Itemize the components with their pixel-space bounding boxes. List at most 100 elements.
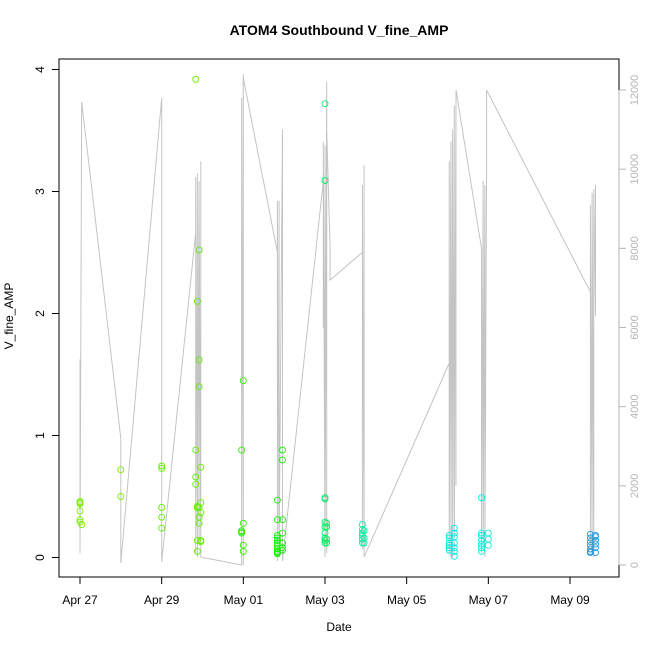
y-axis: 0 1 2 3 4 [33,66,60,561]
data-point [478,547,485,555]
data-point [358,535,366,543]
data-point [239,547,247,555]
plot-frame [58,58,620,578]
data-point [592,533,599,541]
data-point [360,534,368,542]
data-point [586,545,594,553]
y-axis-label: V_fine_AMP [2,283,16,350]
data-point [321,518,329,526]
data-point [238,529,246,537]
data-point [158,462,166,470]
x-tick-label: May 05 [387,593,427,607]
data-point [586,549,594,557]
data-point [273,516,281,524]
x-tick-label: Apr 27 [62,593,98,607]
data-point [484,529,492,537]
data-point [323,535,331,543]
data-point [239,377,247,385]
data-point [592,540,599,548]
y2-tick-label: 2000 [629,474,641,498]
y2-tick-label: 10000 [629,154,641,185]
y-tick-label: 3 [33,188,47,195]
data-point [478,529,485,537]
y2-tick-label: 8000 [629,236,641,260]
chart-title: ATOM4 Southbound V_fine_AMP [230,22,449,38]
data-point [478,532,485,539]
data-point [195,519,203,527]
data-point [197,508,205,516]
data-point [478,494,485,502]
data-point [197,463,205,471]
data-point [195,356,203,364]
data-point [450,524,458,532]
data-point [478,540,485,548]
data-point [321,177,329,184]
data-point [192,480,200,488]
x-tick-label: May 01 [224,593,264,607]
data-point [279,539,286,547]
data-point [592,544,599,552]
data-point [445,534,453,542]
data-point [450,544,458,552]
x-tick-label: May 03 [305,593,345,607]
data-point [323,519,331,527]
data-point [484,541,492,549]
data-point [592,549,599,557]
data-point [360,539,368,547]
data-point [321,495,329,503]
x-axis-label: Date [326,620,352,634]
secondary-series [79,74,596,566]
data-point [323,523,331,531]
y-tick-label: 4 [33,66,47,73]
data-point [117,466,125,474]
data-point [445,539,453,547]
data-point [76,500,84,508]
y2-tick-label: 4000 [629,394,641,418]
data-point [192,75,200,83]
scatter-points [76,75,599,560]
data-point [76,507,84,515]
data-point [445,544,453,552]
data-point [450,539,458,547]
secondary-line [79,74,596,566]
data-point [273,534,281,542]
y2-axis: 0 2000 4000 6000 8000 10000 12000 [618,75,641,568]
data-point [76,497,84,505]
data-point [193,297,201,305]
data-point [279,516,286,524]
x-tick-label: May 07 [469,593,509,607]
data-point [158,464,166,472]
data-point [478,544,485,552]
data-point [158,524,166,532]
data-point [323,539,331,547]
data-point [358,521,366,529]
data-point [279,456,286,464]
data-point [484,535,492,543]
data-point [321,529,329,537]
y-tick-label: 0 [33,554,47,561]
x-axis: Apr 27 Apr 29 May 01 May 03 May 05 May 07 May … [62,576,590,607]
data-point [450,529,458,537]
data-point [193,547,201,555]
data-point [478,536,485,544]
data-point [117,493,125,500]
data-point [195,504,203,511]
data-point [279,544,286,552]
data-point [158,513,166,521]
data-point [592,536,599,544]
data-point [279,446,286,454]
x-tick-label: Apr 29 [144,593,180,607]
x-tick-label: May 09 [550,593,590,607]
data-point [279,529,286,537]
data-point [450,552,458,560]
data-point [360,527,368,535]
data-point [321,100,329,108]
data-point [195,383,203,391]
data-point [193,536,201,544]
data-point [192,473,200,481]
data-point [158,504,166,511]
data-point [78,521,86,529]
data-point [192,446,200,454]
data-point [238,446,246,454]
